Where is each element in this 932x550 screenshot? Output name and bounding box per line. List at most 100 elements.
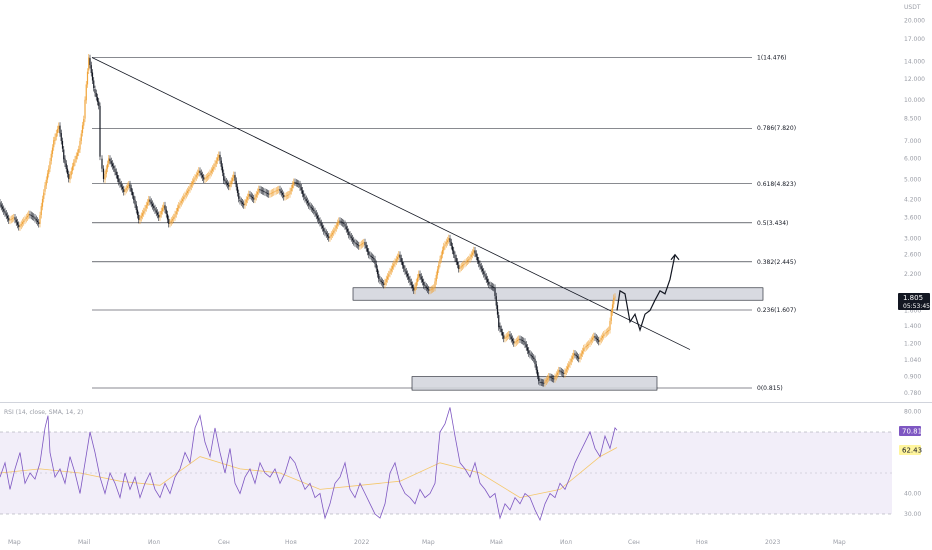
candle-body: [433, 287, 435, 289]
candle-body: [328, 236, 330, 239]
candle-body: [123, 189, 125, 193]
candle-body: [38, 222, 40, 225]
candle-body: [449, 238, 451, 243]
fib-retracement[interactable]: 1(14.476) 0.786(7.820) 0.618(4.823) 0.5(3.4…: [92, 55, 796, 393]
candle-body: [41, 198, 44, 207]
candle-body: [366, 248, 369, 252]
candle-body: [288, 194, 290, 196]
candle-body: [86, 71, 89, 85]
candle-body: [450, 242, 452, 246]
fib-level-label: 0.236(1.607): [757, 307, 796, 314]
candle-body: [95, 93, 97, 98]
candle-body: [544, 381, 546, 384]
candle-body: [98, 101, 100, 106]
candle-body: [355, 243, 357, 245]
candle-body: [584, 347, 586, 349]
candle-body: [493, 287, 495, 288]
candle-body: [330, 234, 332, 237]
candle-body: [113, 166, 115, 169]
candle-body: [259, 189, 261, 190]
candle-body: [214, 163, 216, 167]
candle-body: [153, 205, 155, 209]
candle-body: [403, 265, 405, 269]
candle-body: [416, 277, 419, 283]
candle-body: [585, 345, 587, 348]
candle-body: [335, 225, 337, 229]
projection-path[interactable]: [616, 254, 676, 332]
candle-body: [239, 199, 241, 202]
candle-body: [561, 372, 564, 374]
candle-body: [289, 191, 291, 195]
candle-body: [274, 191, 276, 192]
candle-body: [96, 97, 99, 102]
candle-body: [598, 340, 600, 342]
candle-body: [149, 199, 151, 202]
price-tick-label: 2.600: [904, 252, 921, 259]
candle-body: [524, 341, 526, 345]
candle-body: [499, 325, 501, 329]
candle-body: [478, 260, 480, 264]
candle-body: [255, 194, 257, 197]
candle-body: [318, 218, 320, 221]
candle-body: [64, 158, 66, 164]
candle-body: [194, 177, 196, 180]
fib-level-label: 0.382(2.445): [757, 259, 796, 266]
price-tick-label: 1.400: [904, 323, 921, 330]
candle-body: [500, 328, 502, 332]
candle-body: [45, 179, 47, 186]
candle-body: [195, 175, 197, 178]
trendline[interactable]: [91, 57, 691, 350]
candle-body: [264, 191, 266, 193]
candle-body: [385, 279, 387, 283]
candle-body: [128, 184, 130, 187]
candle-body: [515, 341, 517, 343]
candle-body: [1, 206, 4, 209]
price-axis[interactable]: USDT 20.000 17.000 14.000 12.000 10.000 8.500…: [898, 4, 930, 397]
candle-body: [581, 351, 584, 354]
candle-body: [346, 229, 349, 232]
candle-body: [374, 259, 376, 264]
candle-body: [415, 282, 417, 287]
candle-body: [165, 209, 167, 215]
candle-body: [85, 84, 87, 101]
rsi-pane[interactable]: RSI (14, close, SMA, 14, 2) 80.0070.0060…: [0, 407, 922, 522]
candle-body: [368, 251, 370, 255]
candle-body: [278, 189, 280, 191]
candle-body: [508, 334, 510, 336]
candle-body: [506, 335, 509, 337]
candle-body: [519, 338, 521, 340]
support-zone[interactable]: [411, 376, 658, 391]
candle-body: [605, 332, 607, 334]
candle-body: [178, 205, 180, 209]
price-tick-label: 17.000: [904, 36, 925, 43]
candle-body: [563, 373, 565, 374]
candle-body: [131, 191, 134, 196]
price-tick-label: 3.000: [904, 235, 921, 242]
candle-body: [176, 208, 179, 212]
candle-body: [21, 222, 24, 224]
candle-body: [451, 246, 454, 251]
candle-body: [354, 242, 356, 244]
price-tick-label: 7.000: [904, 138, 921, 145]
candle-body: [231, 178, 234, 181]
time-axis[interactable]: Map Mail Иол Сен Ноя 2022 Мар Май Иол Сен Ноя 2023 М…: [8, 539, 846, 546]
candle-body: [308, 203, 310, 206]
candle-body: [604, 333, 606, 335]
candle-body: [530, 354, 532, 357]
price-pane[interactable]: 1(14.476) 0.786(7.820) 0.618(4.823) 0.5(3.4…: [0, 54, 796, 392]
candle-body: [575, 354, 577, 357]
candle-body: [548, 376, 550, 379]
candle-body: [371, 256, 374, 259]
candle-body: [351, 238, 354, 241]
candle-body: [440, 254, 442, 260]
candle-body: [518, 338, 520, 341]
price-tick-label: 12.000: [904, 76, 925, 83]
candle-body: [213, 166, 215, 169]
candle-body: [434, 281, 436, 288]
candle-body: [151, 203, 154, 207]
candle-body: [268, 193, 270, 195]
candle-body: [501, 332, 504, 336]
candle-body: [115, 171, 117, 176]
candle-body: [539, 381, 541, 383]
candle-body: [395, 259, 397, 262]
